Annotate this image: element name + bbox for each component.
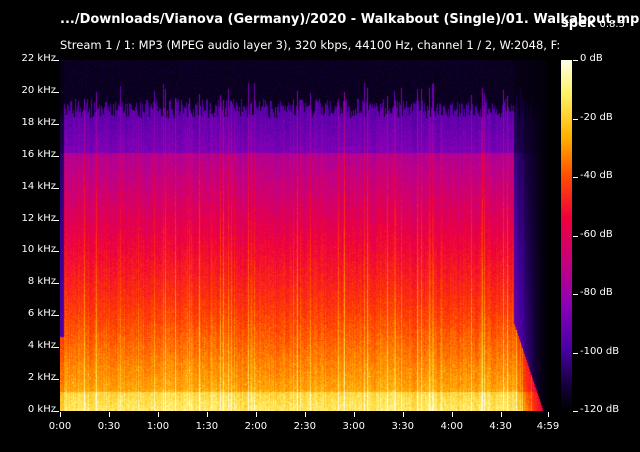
- frequency-tick-label: 22 kHz: [21, 53, 56, 64]
- time-tick-mark: [60, 412, 61, 417]
- frequency-tick-label: 18 kHz: [21, 116, 56, 128]
- time-tick-mark: [256, 412, 257, 417]
- frequency-tick-mark: [54, 156, 59, 157]
- frequency-tick-mark: [54, 411, 59, 412]
- frequency-tick-mark: [54, 315, 59, 316]
- frequency-tick-mark: [54, 124, 59, 125]
- app-version: 0.8.5: [599, 19, 625, 30]
- time-tick-label: 4:00: [440, 421, 463, 432]
- decibel-tick-mark: [573, 294, 578, 295]
- frequency-tick-label: 16 kHz: [21, 148, 56, 160]
- time-tick-label: 2:00: [244, 421, 268, 432]
- app-name-label: spek: [561, 16, 596, 31]
- frequency-tick-mark: [54, 188, 59, 189]
- time-tick-mark: [158, 412, 159, 417]
- decibel-colorbar: [561, 60, 572, 411]
- file-path-title: .../Downloads/Vianova (Germany)/2020 - W…: [60, 12, 640, 27]
- decibel-tick-mark: [573, 60, 578, 61]
- decibel-tick-mark: [573, 177, 578, 178]
- time-tick-mark: [548, 412, 549, 417]
- time-tick-mark: [109, 412, 110, 417]
- time-tick-mark: [403, 412, 404, 417]
- frequency-tick-label: 4 kHz: [27, 340, 56, 352]
- frequency-tick-mark: [54, 220, 59, 221]
- frequency-tick-mark: [54, 60, 59, 61]
- decibel-tick-mark: [573, 411, 578, 412]
- time-tick-label: 2:30: [293, 421, 317, 432]
- frequency-tick-label: 14 kHz: [21, 180, 56, 192]
- time-tick-label: 4:59: [536, 421, 560, 432]
- frequency-tick-mark: [54, 251, 59, 252]
- time-tick-mark: [305, 412, 306, 417]
- time-tick-label: 1:00: [146, 421, 170, 432]
- frequency-tick-mark: [54, 379, 59, 380]
- frequency-tick-label: 2 kHz: [27, 372, 56, 384]
- frequency-tick-label: 10 kHz: [21, 244, 56, 256]
- frequency-tick-mark: [54, 283, 59, 284]
- decibel-tick-label: -20 dB: [580, 111, 613, 123]
- time-tick-label: 0:00: [48, 421, 72, 432]
- decibel-tick-mark: [573, 353, 578, 354]
- time-tick-label: 3:30: [391, 421, 414, 432]
- time-tick-mark: [354, 412, 355, 417]
- time-tick-mark: [452, 412, 453, 417]
- time-tick-mark: [207, 412, 208, 417]
- frequency-tick-label: 0 kHz: [27, 404, 56, 415]
- frequency-tick-mark: [54, 92, 59, 93]
- frequency-tick-label: 12 kHz: [21, 212, 56, 224]
- app-name: spek 0.8.5: [561, 12, 625, 31]
- decibel-tick-mark: [573, 236, 578, 237]
- decibel-tick-label: -100 dB: [580, 345, 620, 357]
- frequency-tick-label: 6 kHz: [27, 308, 56, 320]
- time-tick-label: 3:00: [342, 421, 365, 432]
- frequency-tick-label: 8 kHz: [27, 276, 56, 288]
- decibel-tick-label: -80 dB: [580, 287, 613, 298]
- spectrogram-canvas: [60, 60, 548, 411]
- decibel-tick-mark: [573, 119, 578, 120]
- time-tick-label: 4:30: [489, 421, 512, 432]
- frequency-axis: 0 kHz 2 kHz 4 kHz 6 kHz 8 kHz 10 kHz 12 kHz 14 …: [0, 0, 59, 452]
- time-tick-label: 1:30: [195, 421, 219, 432]
- stream-info: Stream 1 / 1: MP3 (MPEG audio layer 3), …: [60, 38, 560, 52]
- frequency-tick-label: 20 kHz: [21, 84, 56, 96]
- decibel-tick-label: -40 dB: [580, 170, 613, 181]
- decibel-tick-label: 0 dB: [580, 53, 603, 64]
- decibel-tick-label: -120 dB: [580, 404, 620, 415]
- time-tick-mark: [501, 412, 502, 417]
- frequency-tick-mark: [54, 347, 59, 348]
- decibel-tick-label: -60 dB: [580, 228, 613, 240]
- time-tick-label: 0:30: [97, 421, 121, 432]
